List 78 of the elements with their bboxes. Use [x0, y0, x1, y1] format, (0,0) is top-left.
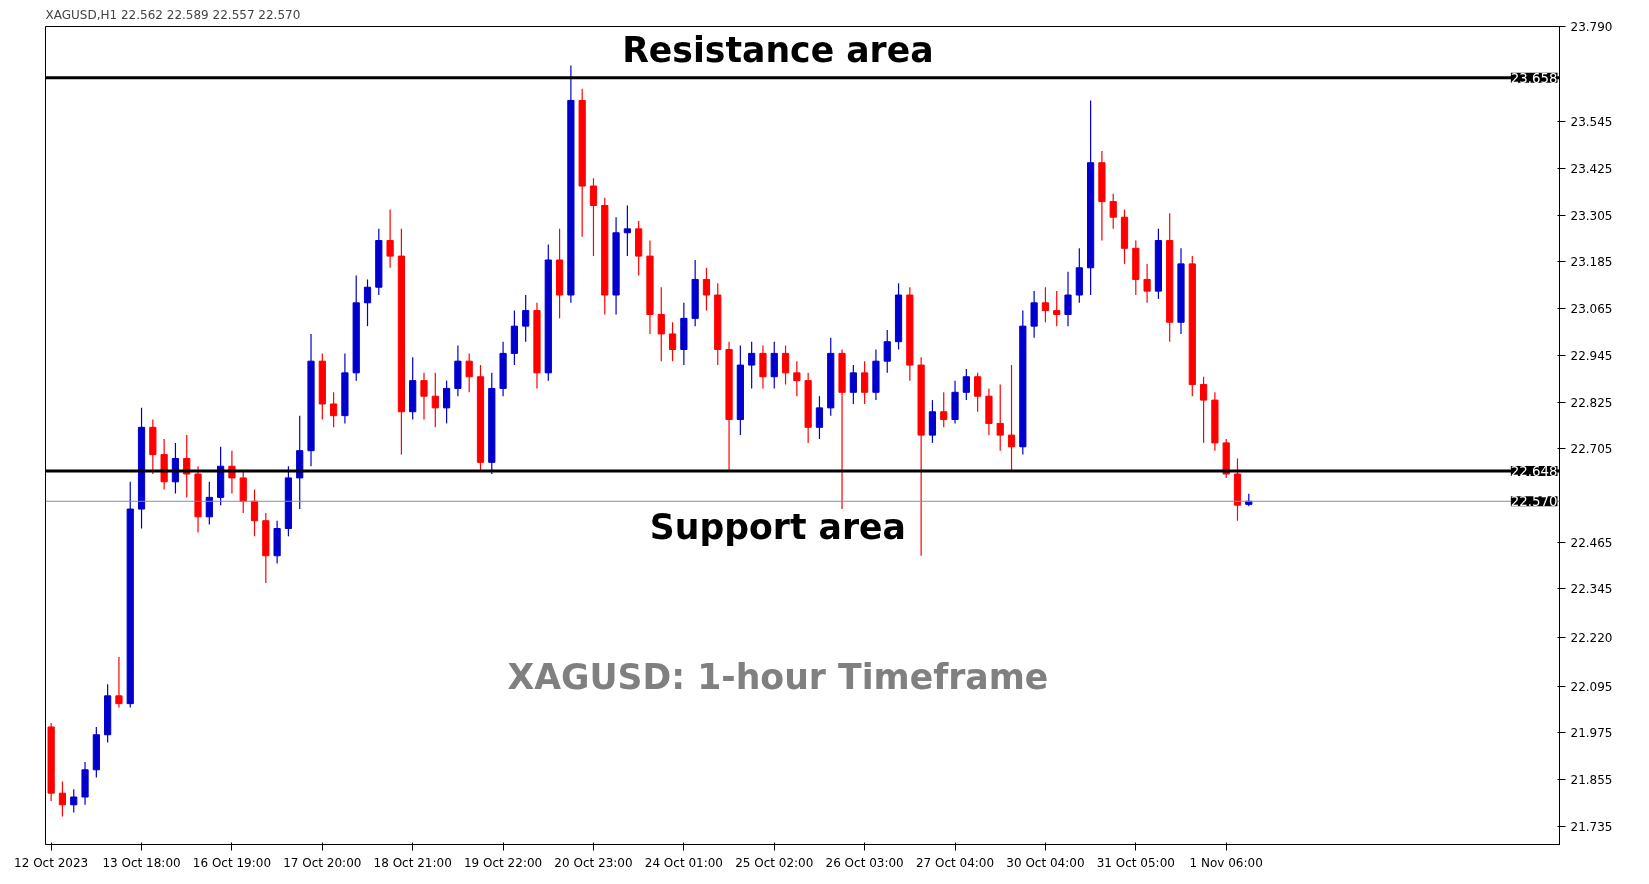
candlestick: [1007, 364, 1016, 471]
y-tick-label: 22.945: [1570, 348, 1613, 363]
candlestick: [363, 278, 372, 327]
candlestick: [1064, 271, 1072, 327]
x-tick-label: 27 Oct 04:00: [915, 855, 995, 870]
y-tick-label: 23.425: [1570, 162, 1613, 177]
candlestick: [962, 368, 970, 401]
candlestick: [849, 364, 857, 405]
x-tick-label: 16 Oct 19:00: [192, 855, 272, 870]
chart-title: XAGUSD,H1 22.562 22.589 22.557 22.570: [45, 7, 301, 22]
candlestick: [623, 204, 631, 257]
candlestick: [420, 372, 428, 421]
x-tick-label: 13 Oct 18:00: [102, 855, 181, 870]
y-tick-label: 22.705: [1570, 442, 1613, 457]
x-tick-label: 24 Oct 01:00: [644, 855, 723, 870]
x-tick-label: 18 Oct 21:00: [373, 855, 452, 870]
candlestick: [883, 329, 891, 374]
ref-line-label: 22.648: [1510, 463, 1558, 479]
x-tick-label: 1 Nov 06:00: [1189, 855, 1263, 870]
candlestick: [1143, 263, 1151, 304]
y-tick-label: 23.065: [1570, 302, 1613, 317]
candlestick: [465, 352, 473, 393]
x-tick-label: 19 Oct 22:00: [463, 855, 543, 870]
y-tick-label: 23.790: [1570, 20, 1613, 34]
ref-line-label: 23.658: [1510, 70, 1558, 86]
candlestick: [748, 341, 756, 390]
candlestick: [1030, 290, 1038, 339]
candlestick: [668, 321, 677, 362]
candlestick: [996, 383, 1004, 452]
y-tick-label: 22.825: [1570, 395, 1613, 410]
candlestick: [239, 469, 247, 514]
y-tick-label: 22.465: [1570, 535, 1613, 550]
y-tick-label: 23.185: [1570, 255, 1613, 270]
x-tick-label: 26 Oct 03:00: [825, 855, 904, 870]
x-tick-label: 30 Oct 04:00: [1006, 855, 1085, 870]
candlestick: [928, 399, 937, 444]
annotation: Resistance area: [622, 29, 934, 70]
y-tick-label: 21.855: [1570, 773, 1613, 788]
x-tick-label: 20 Oct 23:00: [554, 855, 633, 870]
candlestick: [1199, 376, 1208, 444]
candlestick: [522, 294, 530, 343]
candlestick: [250, 488, 259, 537]
x-tick-label: 17 Oct 20:00: [283, 855, 362, 870]
candlestick: [781, 345, 790, 386]
ref-line-label: 22.570: [1510, 494, 1558, 510]
y-tick-label: 22.095: [1570, 679, 1613, 694]
candlestick: [115, 656, 123, 709]
y-tick-label: 22.220: [1570, 630, 1613, 645]
candlestick: [657, 286, 665, 362]
candlestick: [815, 395, 824, 440]
candlestick: [330, 391, 338, 428]
candlestick: [70, 788, 78, 814]
candlestick: [1053, 290, 1061, 327]
y-tick-label: 21.735: [1570, 819, 1613, 834]
candlestick: [1109, 193, 1117, 230]
candlestick: [1041, 286, 1050, 323]
candlestick: [589, 177, 598, 257]
candlestick: [940, 391, 948, 428]
candlestick: [770, 341, 778, 390]
candlestick: [58, 780, 67, 818]
y-tick-label: 21.975: [1570, 726, 1613, 741]
candlestick: [431, 372, 439, 428]
candlestick: [442, 380, 451, 425]
annotation: XAGUSD: 1-hour Timeframe: [507, 656, 1049, 697]
x-tick-label: 31 Oct 05:00: [1096, 855, 1175, 870]
annotation: Support area: [649, 506, 906, 547]
x-tick-label: 25 Oct 02:00: [735, 855, 814, 870]
candlestick: [861, 360, 869, 405]
y-tick-label: 22.345: [1570, 582, 1613, 597]
candlestick: [386, 208, 394, 269]
candlestick: [974, 372, 982, 413]
candlestick: [759, 345, 767, 390]
y-tick-label: 23.305: [1570, 208, 1613, 223]
y-tick-label: 23.545: [1570, 115, 1613, 130]
candlestick: [702, 267, 711, 312]
candlestick: [205, 481, 213, 526]
candlestick: [793, 360, 801, 397]
x-tick-label: 12 Oct 2023: [14, 855, 89, 870]
